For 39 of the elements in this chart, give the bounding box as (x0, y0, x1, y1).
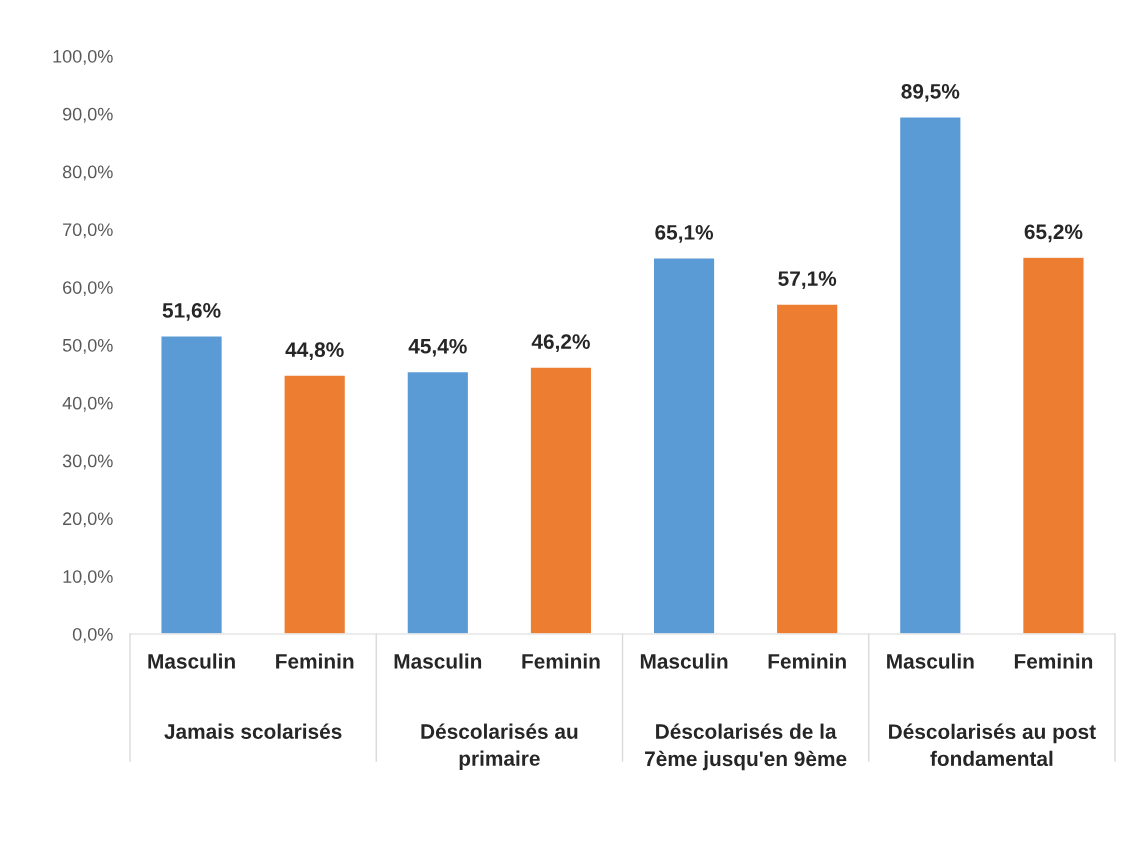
x-tick-label: Masculin (394, 653, 482, 669)
bar (652, 257, 716, 634)
text: Déscolarisés au primaire (421, 723, 578, 770)
text: Déscolarisés au post fondamental (889, 723, 1096, 767)
bar (406, 370, 470, 634)
y-tick-label: 70,0% (63, 223, 113, 239)
y-tick-label: 60,0% (63, 281, 113, 297)
y-tick-label: 50,0% (62, 338, 113, 354)
data-label: 65,1% (655, 224, 714, 243)
data-label: 46,2% (531, 334, 590, 352)
y-tick-label: 80,0% (62, 165, 113, 181)
x-tick-label: Masculin (640, 653, 728, 669)
x-tick-label: Masculin (887, 653, 974, 669)
x-tick-label: Masculin (148, 653, 235, 669)
x-tick-label: Feminin (768, 653, 846, 669)
data-label: 44,8% (285, 342, 344, 361)
x-tick-label: Feminin (1014, 653, 1093, 669)
bar (283, 374, 347, 634)
bar (775, 303, 839, 634)
data-label: 65,2% (1024, 224, 1083, 243)
data-label: 51,6% (162, 302, 221, 321)
text: Jamais scolarisés (164, 723, 342, 739)
y-tick-label: 0,0% (72, 627, 113, 643)
data-label: 57,1% (778, 271, 837, 289)
y-tick-label: 30,0% (62, 454, 113, 470)
bar (898, 115, 962, 634)
bar (529, 366, 593, 634)
y-tick-label: 100,0% (53, 49, 113, 65)
x-tick-label: Feminin (522, 653, 600, 669)
y-tick-label: 40,0% (62, 396, 113, 412)
y-tick-label: 10,0% (63, 570, 113, 586)
bar (160, 335, 224, 634)
data-label: 45,4% (408, 338, 467, 357)
y-tick-label: 90,0% (62, 107, 113, 123)
bar (1021, 256, 1085, 634)
text: Déscolarisés de la 7ème jusqu'en 9ème (645, 723, 847, 771)
y-tick-label: 20,0% (63, 512, 113, 528)
data-label: 89,5% (901, 83, 960, 102)
x-tick-label: Feminin (276, 653, 354, 669)
